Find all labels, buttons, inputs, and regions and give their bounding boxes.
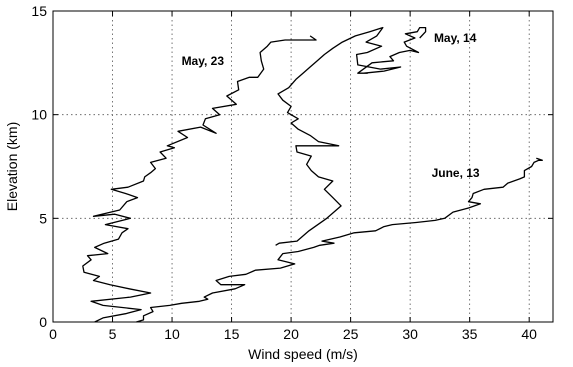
y-tick-label: 15: [31, 3, 47, 19]
plot-frame: [52, 10, 554, 323]
x-tick-label: 0: [49, 326, 57, 342]
y-tick-label: 10: [31, 107, 47, 123]
x-tick-label: 25: [343, 326, 359, 342]
y-tick-label: 5: [39, 210, 47, 226]
x-tick-label: 30: [402, 326, 418, 342]
x-tick-label: 40: [521, 326, 537, 342]
series-layer: [82, 26, 543, 323]
y-tick-label: 0: [39, 314, 47, 330]
x-tick-label: 20: [283, 326, 299, 342]
axis-ticks: 0 5 10 15 20 25 30 35 40 0 5 10 15: [31, 3, 553, 342]
x-axis-label: Wind speed (m/s): [248, 346, 358, 362]
x-tick-label: 15: [224, 326, 240, 342]
annotations: May, 23 May, 14 June, 13: [182, 31, 480, 180]
x-tick-label: 35: [462, 326, 478, 342]
series-line-0: [82, 35, 317, 323]
x-tick-label: 10: [164, 326, 180, 342]
x-tick-label: 5: [109, 326, 117, 342]
series-line-2: [136, 157, 543, 323]
series-annotation: June, 13: [432, 166, 480, 180]
series-annotation: May, 14: [434, 31, 477, 45]
y-axis-label: Elevation (km): [4, 122, 20, 211]
series-annotation: May, 23: [182, 54, 225, 68]
series-line-1: [275, 26, 427, 246]
